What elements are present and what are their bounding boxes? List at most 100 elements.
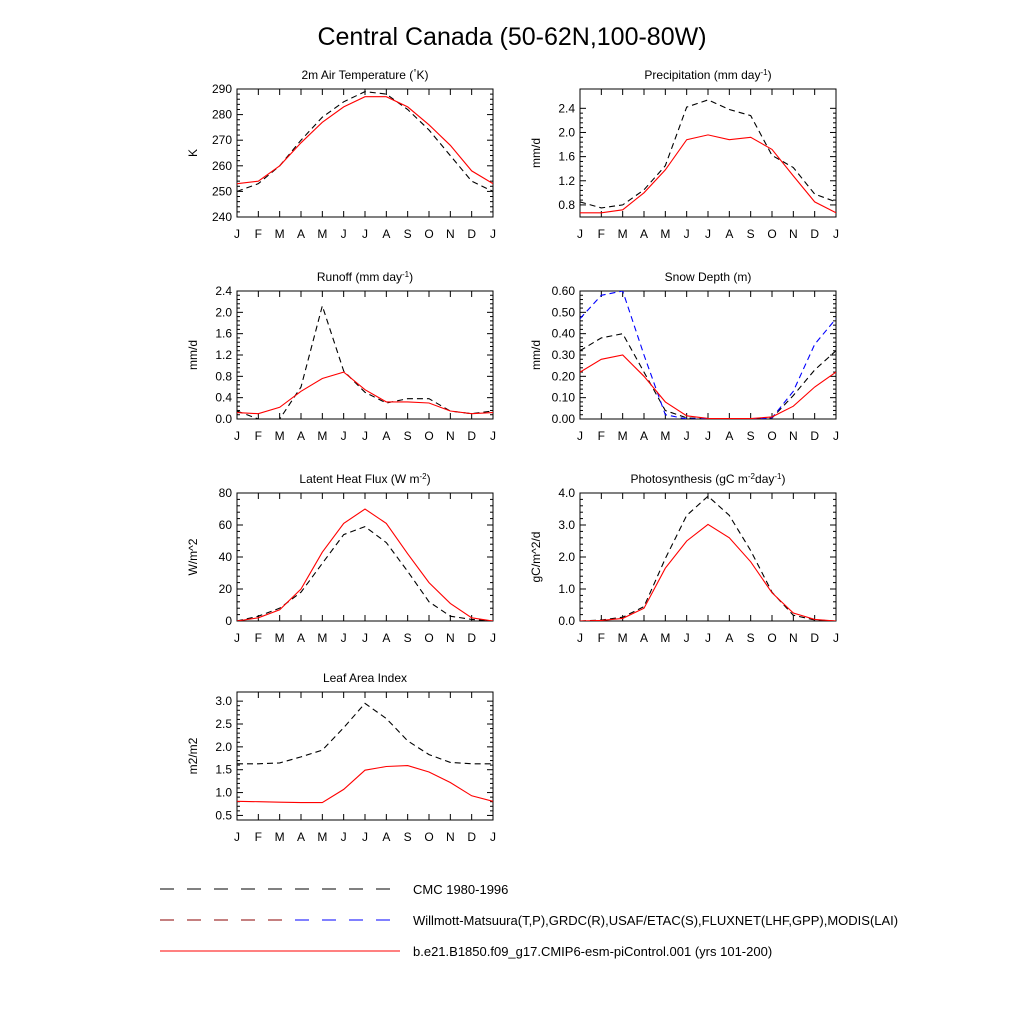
- title-text: ): [427, 472, 431, 486]
- x-tick-label: N: [446, 429, 455, 443]
- x-tick-label: A: [725, 227, 733, 241]
- legend: CMC 1980-1996 Willmott-Matsuura(T,P),GRDC…: [160, 882, 898, 959]
- y-tick-label: 0.60: [552, 284, 576, 298]
- y-tick-label: 0.40: [552, 327, 576, 341]
- title-text: Snow Depth (m): [665, 270, 752, 284]
- title-text: Runoff (mm day: [317, 270, 402, 284]
- x-tick-label: J: [234, 830, 240, 844]
- panel-title: Latent Heat Flux (W m-2): [299, 472, 430, 486]
- y-tick-label: 270: [212, 133, 232, 147]
- panel-2m-air-temperature-k: 2m Air Temperature (°K)J F M A M J J A S O N D J2402…: [186, 68, 496, 241]
- title-text: ): [768, 68, 772, 82]
- x-tick-label: F: [255, 429, 262, 443]
- x-tick-label: J: [490, 830, 496, 844]
- y-tick-label: 1.2: [215, 348, 232, 362]
- x-tick-label: J: [705, 631, 711, 645]
- panels-group: 2m Air Temperature (°K)J F M A M J J A S O N D J2402…: [186, 68, 839, 844]
- x-tick-label: N: [789, 429, 798, 443]
- title-superscript: -1: [774, 472, 782, 481]
- title-text: ): [782, 472, 786, 486]
- legend-item: CMC 1980-1996: [160, 882, 508, 897]
- title-superscript: -2: [419, 472, 427, 481]
- x-tick-label: M: [317, 631, 327, 645]
- panel-title: Snow Depth (m): [665, 270, 752, 284]
- x-tick-label: M: [660, 429, 670, 443]
- title-superscript: -1: [760, 68, 768, 77]
- y-axis-label: mm/d: [529, 138, 543, 168]
- plot-frame: [236, 492, 494, 622]
- y-tick-label: 4.0: [558, 486, 575, 500]
- x-tick-label: M: [275, 631, 285, 645]
- y-axis-label: mm/d: [186, 340, 200, 370]
- panel-title: 2m Air Temperature (°K): [301, 68, 428, 82]
- x-tick-label: A: [640, 631, 648, 645]
- panel-latent-heat-flux-w-m-2: Latent Heat Flux (W m-2)J F M A M J J A S O N D J020…: [186, 472, 496, 645]
- legend-label: b.e21.B1850.f09_g17.CMIP6-esm-piControl.…: [413, 944, 772, 959]
- y-tick-label: 0.00: [552, 412, 576, 426]
- x-tick-label: J: [577, 227, 583, 241]
- series-line-b-e21-b1850-f09-g17-cmip6-esm-picontrol-: [580, 523, 836, 621]
- x-tick-label: J: [362, 227, 368, 241]
- series-line-cmc-1980-1996: [580, 333, 836, 419]
- series-line-b-e21-b1850-f09-g17-cmip6-esm-picontrol-: [580, 134, 836, 214]
- title-superscript: -1: [402, 270, 410, 279]
- x-tick-label: J: [490, 227, 496, 241]
- x-tick-label: A: [640, 429, 648, 443]
- x-tick-label: A: [382, 227, 390, 241]
- series-line-cmc-1980-1996: [237, 91, 493, 192]
- x-tick-label: M: [618, 631, 628, 645]
- y-tick-label: 0.8: [558, 198, 575, 212]
- plot-frame: [579, 88, 837, 218]
- x-tick-label: S: [747, 429, 755, 443]
- x-tick-label: N: [446, 227, 455, 241]
- x-tick-label: A: [297, 631, 305, 645]
- x-tick-label: A: [382, 429, 390, 443]
- plot-frame: [236, 290, 494, 420]
- plot-frame: [236, 691, 494, 821]
- y-tick-label: 2.0: [215, 740, 232, 754]
- title-text: ): [409, 270, 413, 284]
- legend-item: b.e21.B1850.f09_g17.CMIP6-esm-piControl.…: [160, 944, 772, 959]
- y-tick-label: 2.5: [215, 717, 232, 731]
- series-line-fluxnet-lhf: [237, 525, 493, 621]
- x-tick-label: D: [810, 429, 819, 443]
- y-tick-label: 60: [219, 518, 233, 532]
- series-line-usaf-etac-s: [580, 291, 836, 419]
- plot-frame: [236, 88, 494, 218]
- x-tick-label: J: [577, 631, 583, 645]
- x-tick-label: D: [810, 631, 819, 645]
- y-tick-label: 2.4: [215, 284, 232, 298]
- x-tick-label: M: [275, 429, 285, 443]
- y-tick-label: 1.0: [558, 582, 575, 596]
- x-tick-label: J: [684, 227, 690, 241]
- panel-title: Leaf Area Index: [323, 671, 407, 685]
- title-text: Precipitation (mm day: [644, 68, 760, 82]
- x-tick-label: S: [404, 429, 412, 443]
- x-tick-label: F: [598, 227, 605, 241]
- x-tick-label: F: [255, 830, 262, 844]
- x-tick-label: D: [467, 631, 476, 645]
- x-tick-label: J: [234, 227, 240, 241]
- x-tick-label: N: [446, 830, 455, 844]
- y-tick-label: 0.4: [215, 391, 232, 405]
- y-tick-label: 0.10: [552, 391, 576, 405]
- title-text: Leaf Area Index: [323, 671, 407, 685]
- y-tick-label: 0.0: [215, 412, 232, 426]
- x-tick-label: F: [255, 227, 262, 241]
- x-tick-label: O: [767, 227, 776, 241]
- y-tick-label: 0.5: [215, 808, 232, 822]
- x-tick-label: J: [341, 830, 347, 844]
- x-tick-label: N: [446, 631, 455, 645]
- x-tick-label: J: [234, 429, 240, 443]
- y-tick-label: 20: [219, 582, 233, 596]
- x-tick-label: A: [725, 631, 733, 645]
- x-tick-label: J: [234, 631, 240, 645]
- x-tick-label: J: [341, 227, 347, 241]
- y-tick-label: 0.8: [215, 369, 232, 383]
- y-tick-label: 80: [219, 486, 233, 500]
- x-tick-label: J: [341, 429, 347, 443]
- y-axis-label: W/m^2: [186, 538, 200, 575]
- x-tick-label: J: [684, 631, 690, 645]
- y-tick-label: 1.5: [215, 763, 232, 777]
- x-tick-label: F: [598, 429, 605, 443]
